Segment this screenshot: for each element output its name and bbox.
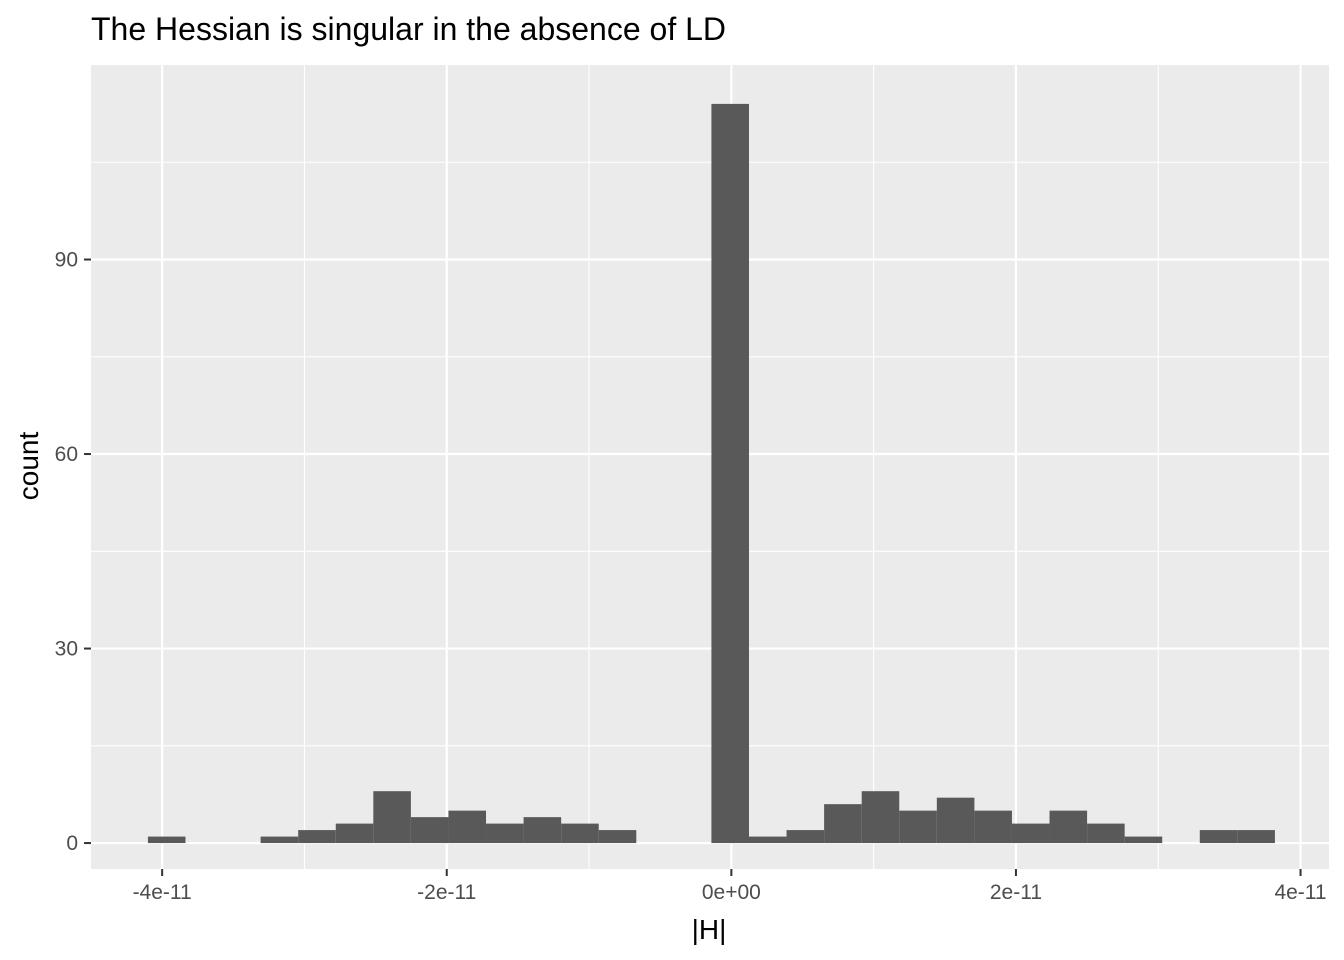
histogram-bar xyxy=(748,836,787,844)
x-tick-label: 2e-11 xyxy=(990,881,1042,904)
x-tick-label: 4e-11 xyxy=(1274,881,1326,904)
histogram-bar xyxy=(373,791,411,844)
histogram-bar xyxy=(786,830,825,844)
plot-panel xyxy=(91,65,1329,869)
histogram-bar xyxy=(824,804,862,844)
histogram-bar xyxy=(1011,823,1050,844)
y-tick-label: 30 xyxy=(55,638,78,661)
histogram-bar xyxy=(861,791,900,844)
histogram-bar xyxy=(974,810,1012,844)
histogram-bar xyxy=(936,797,975,844)
histogram-bar xyxy=(1087,823,1125,844)
y-axis-label: count xyxy=(13,432,44,501)
histogram-bar xyxy=(448,810,487,844)
histogram-bar xyxy=(523,817,562,844)
histogram-bar xyxy=(598,830,637,844)
histogram-bar xyxy=(147,836,186,844)
histogram-bar xyxy=(410,817,449,844)
y-axis: 0 30 60 90 xyxy=(55,249,91,855)
histogram-bar xyxy=(711,103,749,844)
histogram-bars xyxy=(147,103,1275,844)
histogram-bar xyxy=(899,810,937,844)
histogram-bar xyxy=(486,823,524,844)
y-tick-label: 90 xyxy=(55,249,78,272)
x-axis-label: |H| xyxy=(692,914,727,945)
x-tick-label: -2e-11 xyxy=(417,881,476,904)
histogram-bar xyxy=(1124,836,1163,844)
minor-gridlines xyxy=(91,65,1329,869)
x-tick-label: 0e+00 xyxy=(702,881,761,904)
histogram-bar xyxy=(561,823,599,844)
y-tick-label: 0 xyxy=(66,832,78,855)
histogram-bar xyxy=(1049,810,1088,844)
x-tick-label: -4e-11 xyxy=(133,881,192,904)
chart-title: The Hessian is singular in the absence o… xyxy=(91,11,726,47)
histogram-bar xyxy=(1199,830,1238,844)
histogram-bar xyxy=(335,823,374,844)
histogram-bar xyxy=(260,836,299,844)
histogram-bar xyxy=(1237,830,1275,844)
histogram-bar xyxy=(298,830,336,844)
y-tick-label: 60 xyxy=(55,443,78,466)
x-axis: -4e-11 -2e-11 0e+00 2e-11 4e-11 xyxy=(133,869,1327,904)
